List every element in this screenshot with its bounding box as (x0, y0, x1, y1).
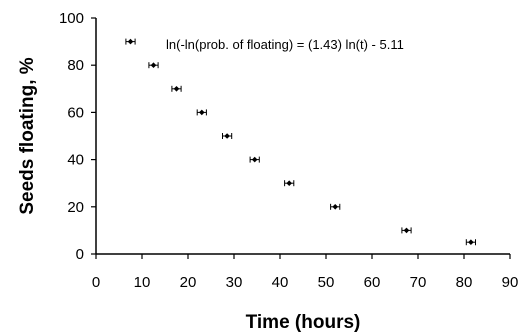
y-tick-label: 40 (67, 152, 84, 169)
point-marker (403, 227, 410, 234)
x-tick-label: 80 (456, 274, 473, 291)
point-marker (127, 38, 134, 45)
x-tick-label: 60 (364, 274, 381, 291)
ticks: 0 20 40 60 80 100 0 10 20 30 40 50 60 70 80 90 (59, 10, 518, 291)
regression-equation: ln(-ln(prob. of floating) = (1.43) ln(t)… (166, 37, 404, 52)
point-marker (199, 109, 205, 116)
data-point (284, 180, 295, 187)
x-tick-label: 20 (180, 274, 197, 291)
x-tick-label: 40 (272, 274, 289, 291)
point-marker (468, 239, 474, 245)
point-marker (251, 156, 258, 163)
y-axis-title: Seeds floating, % (17, 57, 38, 214)
y-tick-label: 80 (67, 57, 84, 74)
x-tick-label: 0 (92, 274, 100, 291)
data-point (465, 239, 476, 246)
x-axis-title: Time (hours) (246, 312, 361, 333)
point-marker (173, 86, 180, 92)
point-marker (332, 204, 338, 210)
y-tick-label: 100 (59, 10, 84, 27)
y-tick-label: 60 (67, 104, 84, 121)
x-tick-label: 70 (410, 274, 427, 291)
point-marker (150, 62, 157, 68)
data-point (196, 109, 207, 116)
data-point (249, 156, 260, 163)
y-tick-label: 20 (67, 199, 84, 216)
data-point (171, 85, 182, 92)
data-point (222, 133, 233, 139)
data-point (401, 227, 412, 234)
point-marker (224, 133, 230, 139)
data-points (125, 38, 476, 246)
x-tick-label: 50 (318, 274, 335, 291)
data-point (148, 62, 159, 69)
axes (95, 18, 510, 255)
data-point (330, 203, 341, 210)
y-tick-label: 0 (76, 246, 84, 263)
point-marker (286, 180, 292, 186)
x-tick-label: 90 (502, 274, 519, 291)
x-tick-label: 30 (226, 274, 243, 291)
data-point (125, 38, 136, 45)
x-tick-label: 10 (134, 274, 151, 291)
